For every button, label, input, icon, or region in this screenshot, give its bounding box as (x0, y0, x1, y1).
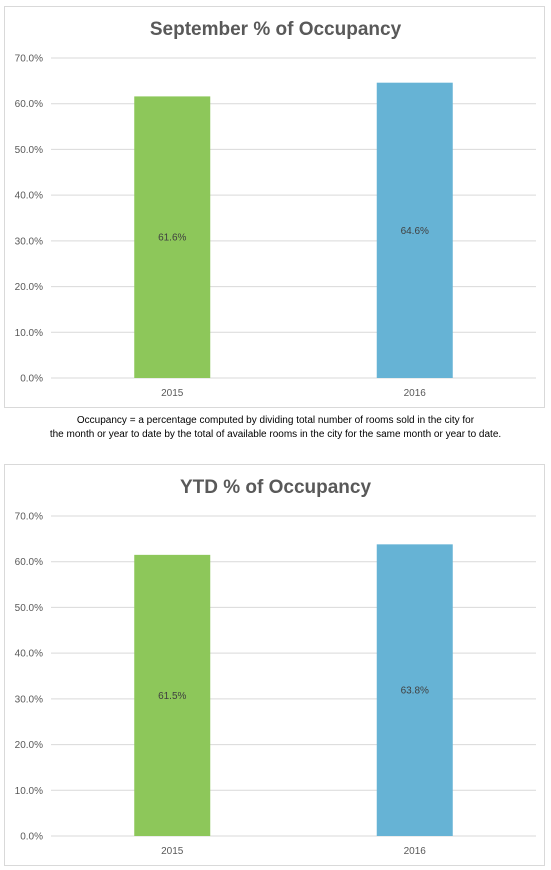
bar-2015 (134, 554, 211, 836)
chart-title: YTD % of Occupancy (180, 477, 372, 498)
note-line-1: Occupancy = a percentage computed by div… (76, 415, 475, 426)
chart-title: September % of Occupancy (150, 19, 402, 40)
y-tick-label: 40.0% (15, 191, 43, 202)
y-tick-label: 30.0% (15, 694, 43, 705)
september-occupancy-plot: September % of Occupancy 0.0% 10.0% 20.0% 30… (15, 19, 536, 399)
note-line-2: the month or year to date by the total o… (49, 429, 502, 440)
y-tick-label: 10.0% (15, 328, 43, 339)
x-category-label: 2015 (161, 388, 184, 399)
y-tick-label: 20.0% (15, 282, 43, 293)
occupancy-definition-note: Occupancy = a percentage computed by div… (0, 414, 551, 442)
bar-2015 (134, 96, 211, 379)
ytd-occupancy-plot: YTD % of Occupancy 0.0% 10.0% 20.0% 30.0% 40.… (15, 477, 536, 857)
bar-2016 (376, 82, 453, 378)
y-tick-label: 0.0% (20, 832, 43, 843)
y-tick-label: 40.0% (15, 649, 43, 660)
x-category-label: 2016 (404, 846, 427, 857)
bar-2016 (376, 544, 453, 836)
y-tick-label: 50.0% (15, 145, 43, 156)
y-tick-label: 70.0% (15, 54, 43, 65)
y-tick-label: 20.0% (15, 740, 43, 751)
y-tick-label: 60.0% (15, 99, 43, 110)
y-tick-label: 0.0% (20, 374, 43, 385)
data-label: 64.6% (401, 226, 429, 237)
x-category-label: 2015 (161, 846, 184, 857)
y-tick-label: 10.0% (15, 786, 43, 797)
y-tick-label: 70.0% (15, 512, 43, 523)
ytd-occupancy-chart: YTD % of Occupancy 0.0% 10.0% 20.0% 30.0% 40.… (4, 464, 545, 866)
september-occupancy-chart: September % of Occupancy 0.0% 10.0% 20.0% 30… (4, 6, 545, 408)
y-tick-label: 50.0% (15, 603, 43, 614)
data-label: 61.6% (158, 233, 186, 244)
y-tick-label: 60.0% (15, 557, 43, 568)
data-label: 63.8% (401, 686, 429, 697)
y-tick-label: 30.0% (15, 236, 43, 247)
x-category-label: 2016 (404, 388, 427, 399)
data-label: 61.5% (158, 691, 186, 702)
